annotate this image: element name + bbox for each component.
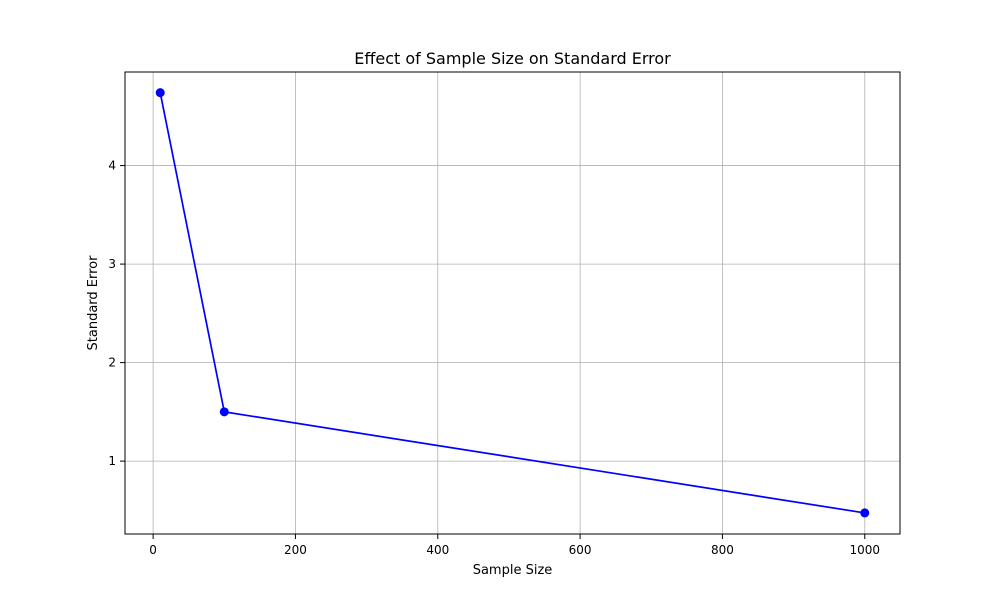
data-point-marker	[860, 508, 870, 518]
y-tick-label: 3	[108, 257, 116, 271]
y-tick-label: 4	[108, 159, 116, 173]
data-point-marker	[155, 88, 165, 98]
x-tick-label: 400	[426, 543, 449, 557]
x-tick-label: 0	[149, 543, 157, 557]
series-layer	[155, 88, 870, 518]
x-tick-label: 1000	[849, 543, 880, 557]
chart-title: Effect of Sample Size on Standard Error	[354, 49, 671, 68]
data-point-marker	[219, 407, 229, 417]
y-axis-label: Standard Error	[86, 255, 101, 351]
y-tick-label: 1	[108, 454, 116, 468]
x-tick-label: 200	[284, 543, 307, 557]
x-tick-label: 800	[711, 543, 734, 557]
x-axis-label: Sample Size	[473, 563, 553, 578]
plot-area-frame	[124, 71, 901, 535]
x-tick-label: 600	[569, 543, 592, 557]
grid-lines	[125, 72, 900, 534]
axis-ticks: 0 200 400 600 800 1000 1 2 3 4	[108, 159, 880, 557]
y-tick-label: 2	[108, 356, 116, 370]
